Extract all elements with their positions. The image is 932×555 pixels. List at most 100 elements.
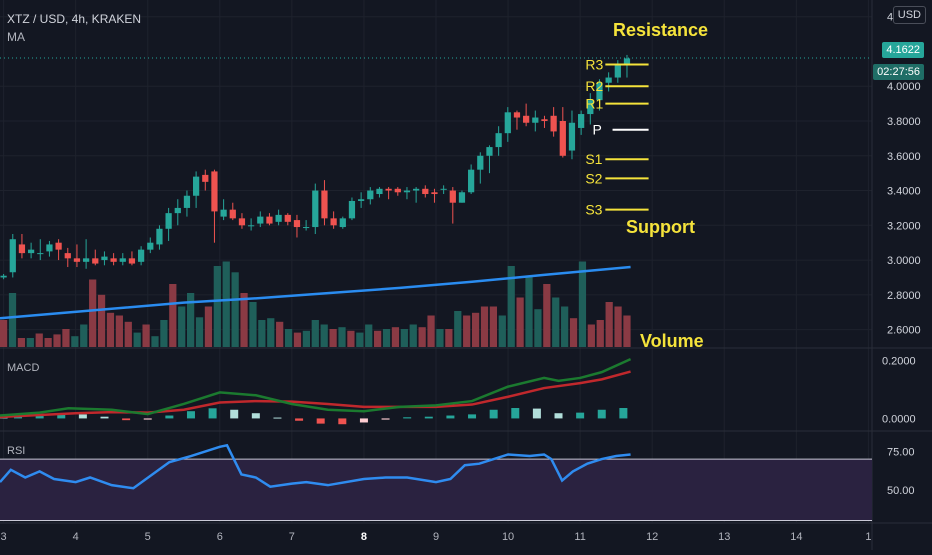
- macd-hist-bar-5: [100, 416, 109, 419]
- macd-hist-bar-25: [532, 408, 541, 419]
- candle-body-9: [82, 258, 90, 262]
- volume-bar-68: [605, 302, 613, 347]
- candle-body-34: [312, 190, 319, 228]
- volume-bar-42: [374, 330, 382, 347]
- macd-tick-1: 0.0000: [882, 413, 916, 425]
- candle-body-44: [403, 190, 411, 193]
- candle-body-25: [229, 209, 236, 219]
- candle-body-58: [532, 117, 539, 123]
- macd-hist-bar-2: [35, 414, 44, 419]
- volume-bar-18: [160, 320, 168, 347]
- pivot-levels: R3 R2 R1 P S1 S2 S3: [0, 57, 872, 218]
- volume-bar-38: [338, 327, 346, 347]
- candle-body-41: [376, 188, 383, 195]
- macd-hist-bar-11: [230, 409, 239, 419]
- candle-body-64: [587, 100, 594, 115]
- rsi-tick-1: 50.00: [887, 485, 915, 497]
- candle-body-3: [27, 249, 35, 254]
- volume-bar-47: [418, 327, 426, 347]
- macd-hist-bar-28: [597, 409, 606, 419]
- price-axis: 4.40004.00003.80003.60003.40003.20003.00…: [882, 12, 921, 497]
- volume-bar-70: [623, 315, 631, 347]
- price-tick-8: 2.6000: [887, 325, 921, 337]
- volume-bar-58: [516, 297, 524, 347]
- candle-body-10: [92, 258, 99, 264]
- candle-body-6: [55, 242, 62, 250]
- volume-bar-43: [382, 329, 391, 347]
- candles[interactable]: [0, 54, 631, 280]
- macd-hist-bar-27: [576, 412, 585, 419]
- candle-body-50: [458, 192, 466, 203]
- volume-bar-10: [89, 279, 97, 347]
- volume-bar-2: [17, 338, 26, 347]
- pivot-label-s2: S2: [585, 170, 602, 186]
- volume-bar-27: [240, 293, 248, 347]
- volume-bar-13: [115, 315, 123, 347]
- candle-body-35: [321, 190, 328, 219]
- volume-bar-65: [578, 261, 587, 347]
- volume-bar-14: [124, 321, 132, 347]
- volume-bar-3: [26, 338, 34, 347]
- candle-body-66: [605, 77, 612, 83]
- countdown-tag: 02:27:56: [873, 64, 924, 80]
- time-tick-8: 11: [574, 531, 585, 543]
- macd-line: [0, 357, 632, 417]
- rsi-band-fill: [0, 459, 872, 521]
- volume-bar-44: [391, 327, 400, 347]
- volume-bar-12: [106, 312, 115, 347]
- ma-indicator-label[interactable]: MA: [7, 30, 25, 44]
- volume-bar-9: [80, 324, 88, 347]
- volume-bar-25: [222, 261, 230, 347]
- volume-bars: [0, 261, 631, 347]
- symbol-title[interactable]: XTZ / USD, 4h, KRAKEN: [7, 12, 142, 26]
- macd-hist-bar-7: [143, 418, 152, 420]
- volume-annotation: Volume: [640, 331, 704, 351]
- currency-selector[interactable]: USD: [892, 6, 926, 24]
- candle-body-36: [330, 218, 337, 226]
- volume-bar-51: [454, 311, 462, 347]
- volume-bar-19: [169, 284, 177, 347]
- candle-body-31: [284, 214, 291, 222]
- ma-line: [0, 265, 631, 320]
- volume-bar-0: [0, 320, 8, 347]
- rsi-label[interactable]: RSI: [7, 445, 26, 457]
- price-tick-6: 3.0000: [887, 255, 921, 267]
- pivot-label-r2: R2: [585, 78, 603, 94]
- volume-bar-35: [311, 320, 319, 347]
- candle-body-1: [9, 239, 16, 273]
- time-tick-6: 9: [433, 531, 439, 543]
- price-tick-5: 3.2000: [887, 220, 921, 232]
- candle-body-43: [394, 188, 401, 193]
- rsi-band: [0, 458, 872, 521]
- macd-signal-line: [0, 370, 631, 419]
- volume-bar-8: [71, 336, 79, 347]
- candle-body-47: [431, 192, 438, 195]
- macd-hist-bar-4: [78, 414, 87, 419]
- volume-bar-39: [347, 330, 355, 347]
- volume-bar-36: [320, 324, 328, 347]
- candle-body-61: [559, 121, 566, 156]
- macd-pane: [0, 357, 632, 425]
- candle-body-2: [18, 244, 26, 254]
- time-tick-4: 7: [289, 531, 295, 543]
- candle-body-62: [568, 122, 576, 151]
- volume-bar-29: [258, 320, 266, 347]
- candle-body-8: [73, 258, 81, 262]
- candle-body-33: [303, 227, 310, 229]
- candle-body-30: [275, 214, 282, 222]
- candle-body-22: [202, 174, 209, 182]
- volume-bar-54: [480, 306, 489, 347]
- price-tick-4: 3.4000: [887, 186, 921, 198]
- candle-body-12: [110, 258, 117, 262]
- candle-body-54: [495, 133, 502, 148]
- candle-body-29: [266, 216, 273, 224]
- volume-bar-11: [97, 294, 106, 347]
- macd-label[interactable]: MACD: [7, 362, 40, 374]
- volume-bar-17: [151, 336, 159, 347]
- volume-bar-60: [534, 309, 542, 347]
- volume-bar-15: [133, 332, 141, 347]
- candle-body-11: [101, 256, 108, 261]
- candle-body-55: [504, 112, 511, 134]
- pivot-label-s1: S1: [585, 151, 602, 167]
